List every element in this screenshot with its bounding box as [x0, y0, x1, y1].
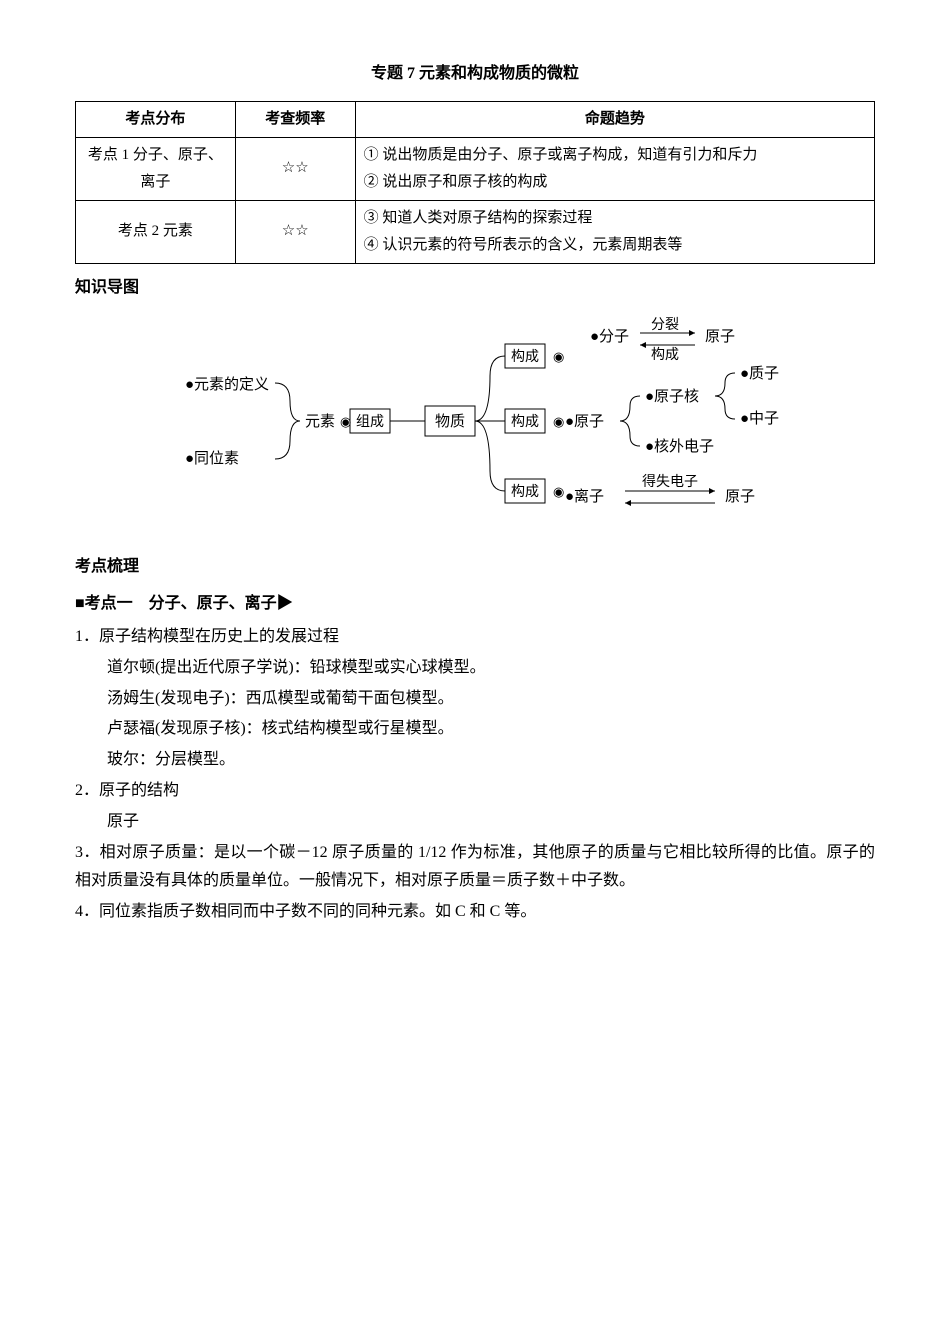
top-arrow-top: 分裂: [651, 317, 679, 333]
p2a: 原子: [75, 808, 875, 837]
mid-sub2: ●核外电子: [645, 438, 714, 455]
bot-arrow-label: 得失电子: [642, 473, 698, 490]
bot-node: ●离子: [565, 488, 604, 505]
th-frequency: 考查频率: [235, 101, 355, 137]
p3: 3．相对原子质量：是以一个碳－12 原子质量的 1/12 作为标准，其他原子的质…: [75, 839, 875, 897]
p1a: 道尔顿(提出近代原子学说)：铅球模型或实心球模型。: [75, 654, 875, 683]
trend-1: ① 说出物质是由分子、原子或离子构成，知道有引力和斥力: [364, 142, 866, 169]
heading-outline: 考点梳理: [75, 553, 875, 582]
bot-right: 原子: [725, 488, 755, 505]
mid-node: ●原子: [565, 413, 604, 430]
bullet-icon: ◉: [553, 349, 564, 364]
left-branch-1: ●元素的定义: [185, 376, 269, 393]
mid-link: 构成: [511, 414, 539, 430]
row1-col2: ☆☆: [235, 137, 355, 200]
top-node: ●分子: [590, 328, 629, 345]
left-branch-2: ●同位素: [185, 450, 239, 467]
p4: 4．同位素指质子数相同而中子数不同的同种元素。如 C 和 C 等。: [75, 898, 875, 927]
row2-col2: ☆☆: [235, 200, 355, 263]
p2: 2．原子的结构: [75, 777, 875, 806]
bullet-icon: ◉: [553, 414, 564, 429]
p1d: 玻尔：分层模型。: [75, 746, 875, 775]
left-group-label: 元素: [305, 413, 335, 430]
heading-knowledge-map: 知识导图: [75, 274, 875, 303]
bullet-icon: ◉: [553, 484, 564, 499]
top-link: 构成: [511, 349, 539, 365]
concept-diagram: 物质 组成 元素 ◉ ●元素的定义 ●同位素 构成 ◉ ●分子 分裂 构成 原子…: [75, 311, 875, 542]
page-title: 专题 7 元素和构成物质的微粒: [75, 60, 875, 89]
mid-sub1: ●原子核: [645, 388, 699, 405]
kaodian-1-title: ■考点一 分子、原子、离子▶: [75, 590, 875, 619]
row1-col1: 考点 1 分子、原子、离子: [76, 137, 236, 200]
center-node: 物质: [435, 413, 465, 430]
exam-table: 考点分布 考查频率 命题趋势 考点 1 分子、原子、离子 ☆☆ ① 说出物质是由…: [75, 101, 875, 264]
mid-leaf2: ●中子: [740, 410, 779, 427]
mid-leaf1: ●质子: [740, 365, 779, 382]
trend-4: ④ 认识元素的符号所表示的含义，元素周期表等: [364, 232, 866, 259]
top-right: 原子: [705, 328, 735, 345]
th-trend: 命题趋势: [355, 101, 874, 137]
trend-3: ③ 知道人类对原子结构的探索过程: [364, 205, 866, 232]
bot-link: 构成: [511, 484, 539, 500]
bullet-icon: ◉: [340, 414, 351, 429]
p1c: 卢瑟福(发现原子核)：核式结构模型或行星模型。: [75, 715, 875, 744]
left-link-label: 组成: [356, 414, 384, 430]
p1b: 汤姆生(发现电子)：西瓜模型或葡萄干面包模型。: [75, 685, 875, 714]
row2-col1: 考点 2 元素: [76, 200, 236, 263]
top-arrow-bot: 构成: [651, 347, 679, 363]
trend-2: ② 说出原子和原子核的构成: [364, 169, 866, 196]
row1-trend: ① 说出物质是由分子、原子或离子构成，知道有引力和斥力 ② 说出原子和原子核的构…: [355, 137, 874, 200]
p1: 1．原子结构模型在历史上的发展过程: [75, 623, 875, 652]
row2-trend: ③ 知道人类对原子结构的探索过程 ④ 认识元素的符号所表示的含义，元素周期表等: [355, 200, 874, 263]
th-distribution: 考点分布: [76, 101, 236, 137]
